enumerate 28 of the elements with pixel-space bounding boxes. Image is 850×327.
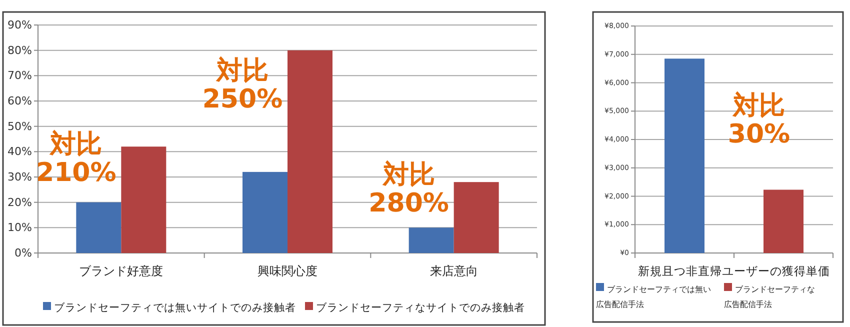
y-tick-label: 30% (8, 170, 32, 184)
y-tick-label: 0% (14, 246, 32, 260)
x-tick-label: 興味関心度 (258, 264, 318, 278)
legend-label: ブランドセーフティな広告配信手法 (724, 285, 815, 309)
bar (242, 172, 288, 253)
annotation: 対比 210% (36, 130, 116, 188)
bar (288, 50, 332, 253)
bar (121, 146, 166, 253)
bar (454, 182, 499, 253)
y-tick-label: 20% (8, 196, 32, 209)
y-tick-label: 10% (8, 221, 32, 234)
x-axis-title: 新規且つ非直帰ユーザーの獲得単価 (638, 264, 830, 278)
annotation: 対比 250% (202, 56, 283, 115)
y-tick-label: 80% (8, 44, 32, 57)
y-tick-label: 40% (8, 145, 32, 158)
y-tick-label: 90% (8, 18, 32, 32)
x-tick-label: ブランド好意度 (79, 264, 164, 278)
annotation: 対比 280% (368, 160, 449, 219)
x-tick-label: 来店意向 (430, 264, 478, 278)
annotation: 対比 30% (728, 90, 790, 150)
bar (408, 228, 454, 253)
y-tick-label: 70% (8, 69, 32, 82)
y-tick-label: 60% (8, 94, 32, 108)
y-tick-label: 50% (8, 120, 32, 133)
bar (76, 202, 122, 253)
legend-label: ブランドセーフティでは無いサイトでのみ接触者 (54, 301, 296, 314)
legend-label: ブランドセーフティでは無い広告配信手法 (596, 285, 711, 309)
legend-label: ブランドセーフティなサイトでのみ接触者 (316, 301, 525, 314)
